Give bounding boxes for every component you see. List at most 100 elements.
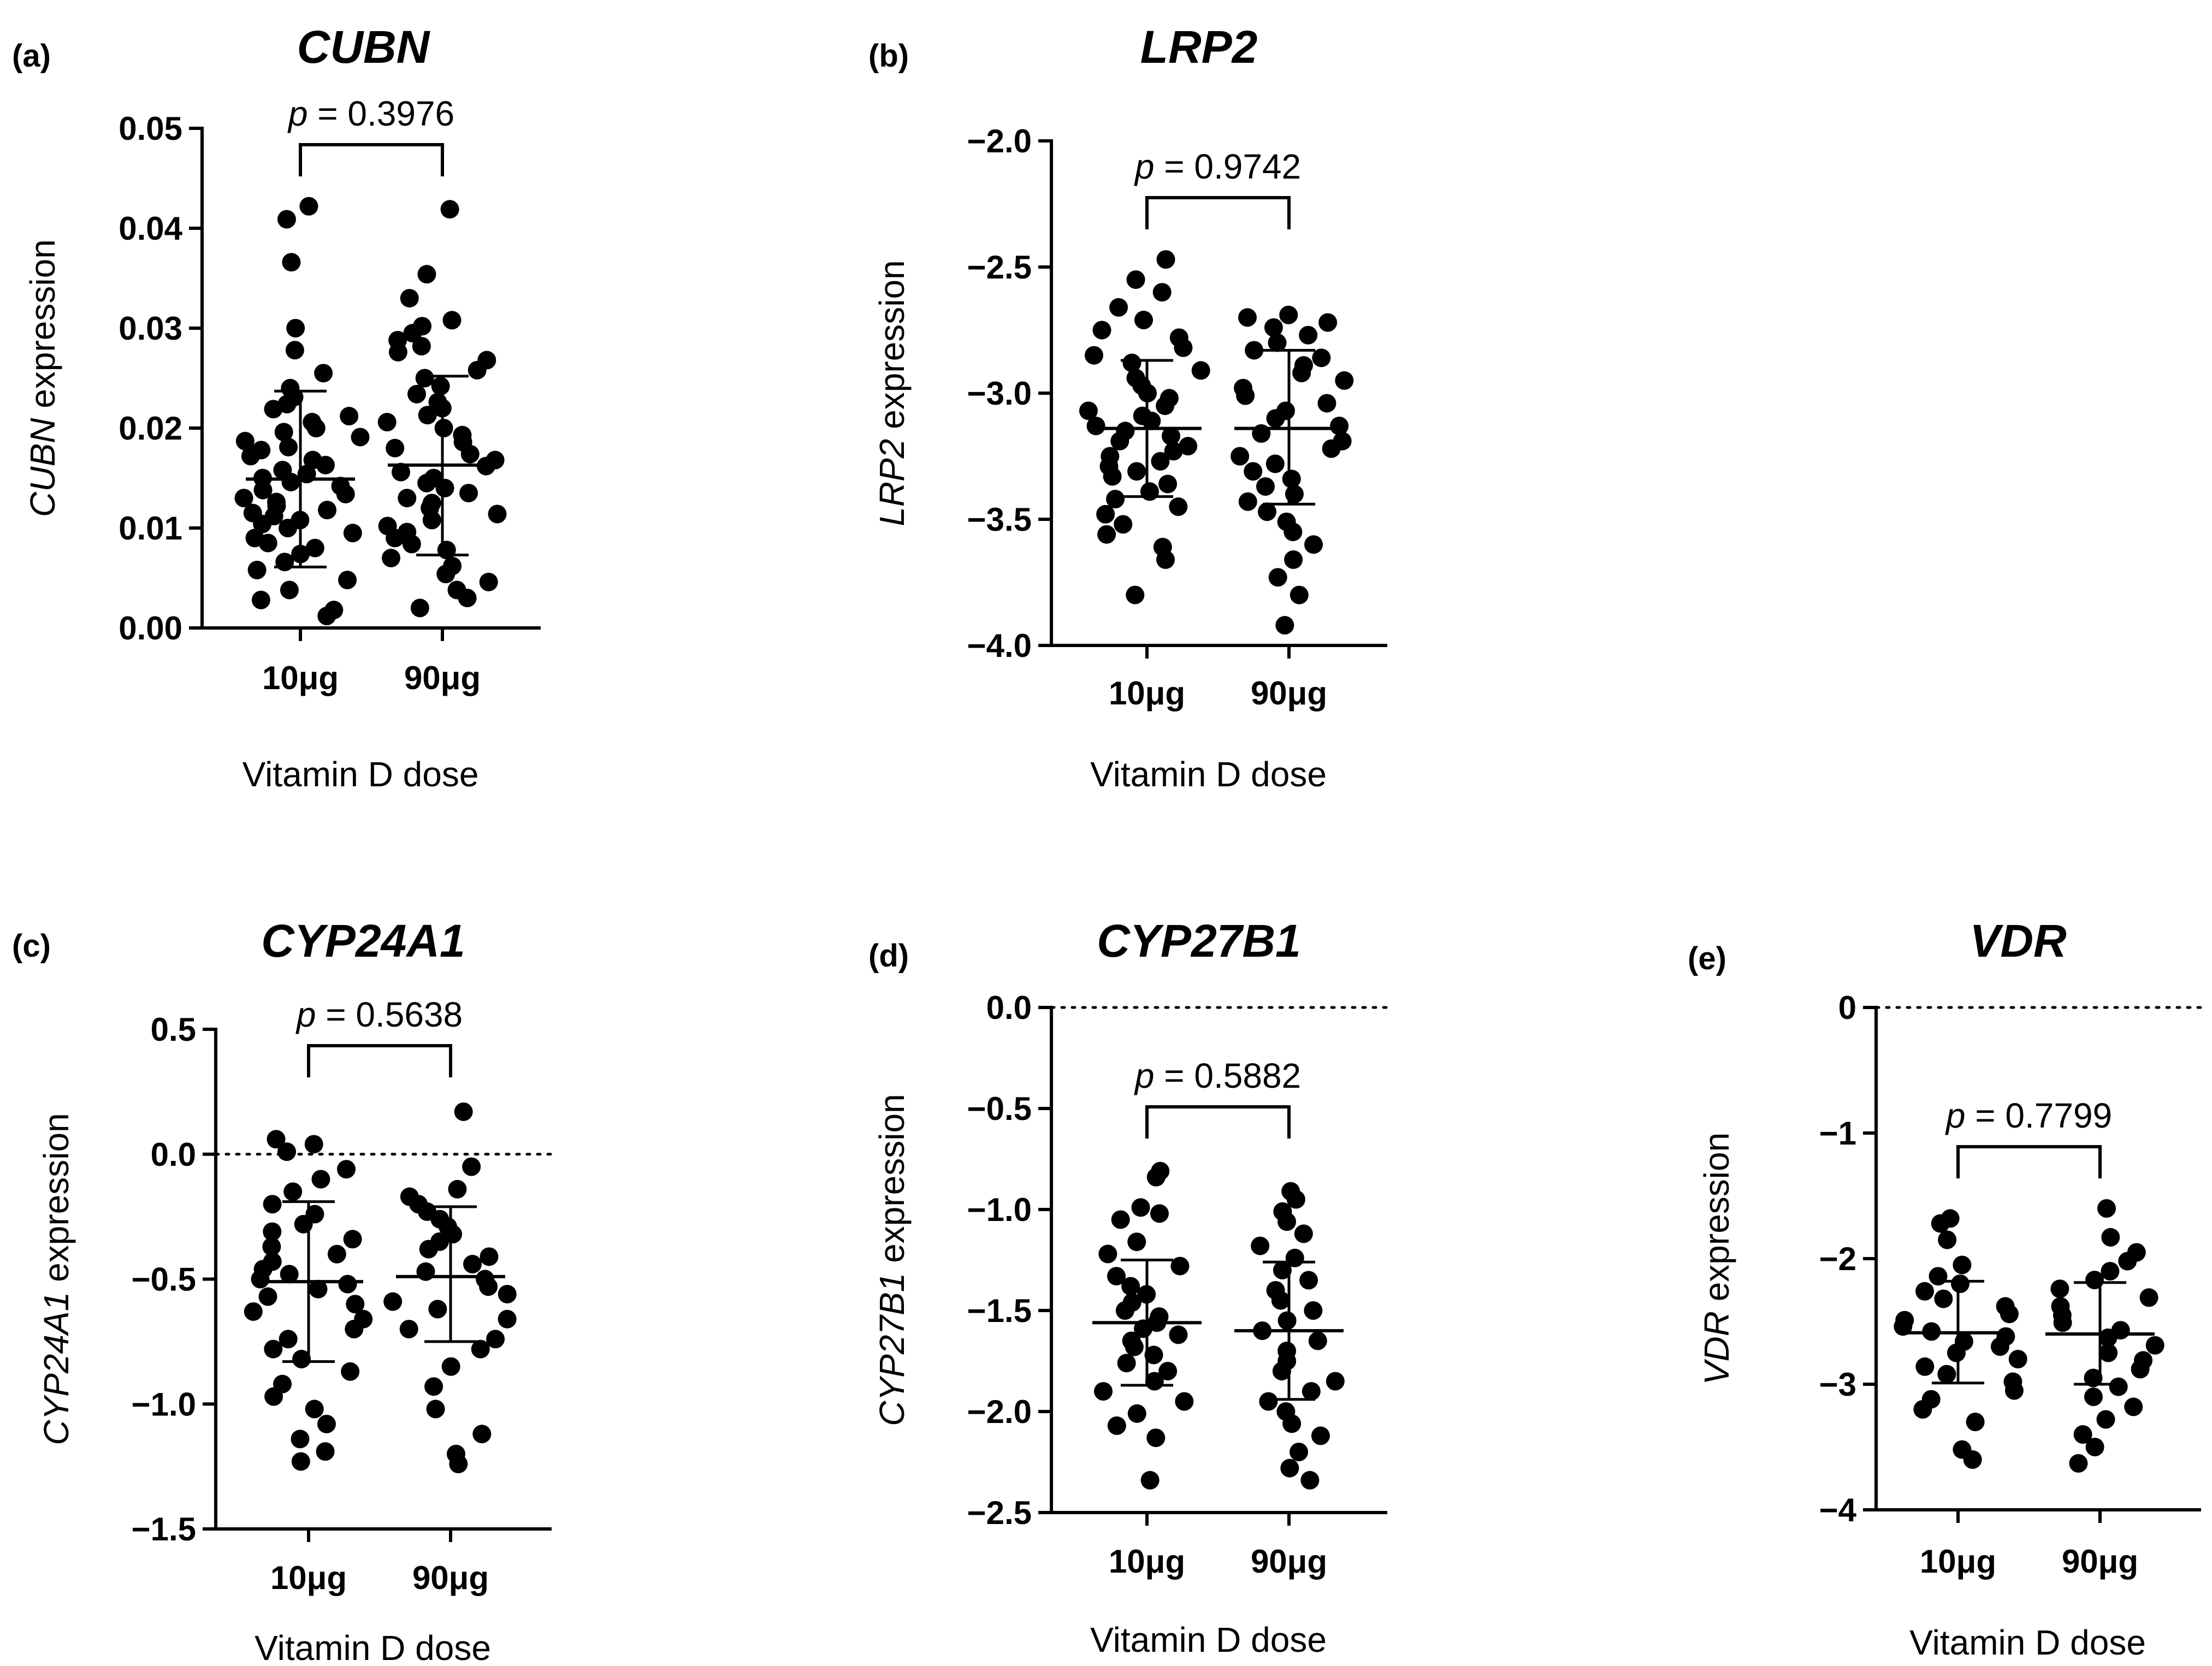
data-point <box>424 469 443 488</box>
data-point <box>1333 431 1352 450</box>
x-category-label: 10μg <box>270 1560 347 1596</box>
data-point <box>1299 325 1318 345</box>
data-point <box>279 1330 298 1349</box>
data-point <box>1330 417 1349 436</box>
data-point <box>1127 1232 1146 1252</box>
data-point <box>1308 1331 1327 1350</box>
data-point <box>462 1157 481 1176</box>
data-point <box>386 438 405 458</box>
data-point <box>1277 1342 1297 1360</box>
data-point <box>2084 1388 2103 1406</box>
x-axis-label: Vitamin D dose <box>1090 755 1327 794</box>
data-point <box>1275 616 1294 635</box>
data-point <box>285 341 304 360</box>
data-point <box>1299 1271 1318 1290</box>
data-point <box>443 556 462 576</box>
chart-title: LRP2 <box>1140 21 1258 73</box>
data-point <box>1126 585 1145 604</box>
data-point <box>2073 1425 2092 1444</box>
data-point <box>1317 394 1336 413</box>
data-point <box>263 1222 282 1241</box>
data-point <box>1266 1281 1285 1300</box>
data-point <box>1161 426 1180 446</box>
x-category-label: 90μg <box>1251 675 1327 712</box>
data-point <box>262 1237 281 1256</box>
data-point <box>341 1362 360 1381</box>
x-category-label: 90μg <box>2062 1543 2138 1580</box>
p-value-label: p = 0.3976 <box>287 94 454 133</box>
x-category-label: 10μg <box>262 660 339 696</box>
data-point <box>1335 371 1354 390</box>
y-tick-label: −1.5 <box>132 1511 196 1548</box>
data-point <box>247 560 267 579</box>
data-point <box>263 1252 282 1271</box>
data-point <box>267 1130 286 1149</box>
y-axis-label: CYP27B1 expression <box>872 1094 912 1426</box>
data-point <box>1133 406 1152 425</box>
data-point <box>1097 525 1116 544</box>
data-point <box>1257 502 1276 521</box>
data-point <box>252 441 271 460</box>
data-point <box>463 1255 482 1274</box>
data-point <box>407 384 427 404</box>
data-point <box>1191 361 1210 380</box>
data-point <box>2085 1438 2104 1456</box>
data-point <box>2139 1288 2158 1307</box>
data-point <box>410 598 429 618</box>
x-category-label: 90μg <box>404 660 481 696</box>
y-axis-label-gene: VDR <box>1697 1311 1736 1385</box>
data-series-low-dose <box>244 1130 373 1471</box>
data-point <box>453 425 472 444</box>
data-point <box>1158 475 1178 494</box>
data-point <box>1937 1365 1956 1384</box>
data-point <box>448 1179 467 1199</box>
data-point <box>286 319 305 337</box>
data-point <box>1311 1426 1330 1445</box>
chart-title: CYP27B1 <box>1097 915 1301 967</box>
data-point <box>234 489 253 508</box>
data-point <box>235 431 255 450</box>
data-point <box>1938 1230 1957 1249</box>
data-point <box>412 336 431 355</box>
data-point <box>1164 442 1183 461</box>
x-category-label: 90μg <box>412 1560 489 1596</box>
data-point <box>1279 305 1298 324</box>
data-point <box>337 1160 356 1179</box>
data-point <box>311 1170 330 1189</box>
data-point <box>1098 1244 1117 1264</box>
data-point <box>1268 333 1287 352</box>
p-value-label: p = 0.5638 <box>295 995 463 1034</box>
data-point <box>442 311 462 330</box>
data-point <box>1158 1362 1178 1380</box>
data-point <box>1106 490 1125 509</box>
data-series-low-dose <box>234 197 370 626</box>
data-point <box>245 529 264 548</box>
data-point <box>1929 1267 1948 1286</box>
data-point <box>1111 1210 1130 1229</box>
data-point <box>299 197 318 216</box>
data-point <box>1277 1311 1297 1330</box>
data-point <box>277 1142 297 1161</box>
y-tick-label: 0.00 <box>119 610 182 647</box>
data-point <box>1144 1345 1163 1365</box>
data-point <box>1116 422 1135 441</box>
data-point <box>324 601 344 620</box>
data-point <box>440 200 459 219</box>
p-equals: = <box>1154 1056 1194 1095</box>
data-point <box>2003 1372 2022 1391</box>
y-tick-label: −1.0 <box>132 1386 196 1422</box>
data-point <box>1238 492 1257 511</box>
data-point <box>398 489 417 508</box>
y-tick-label: −3.5 <box>967 501 1032 538</box>
y-axis-label: CYP24A1 expression <box>37 1113 76 1445</box>
data-point <box>383 1292 403 1311</box>
x-category-label: 90μg <box>1251 1543 1327 1580</box>
data-point <box>2101 1228 2120 1247</box>
data-point <box>1259 1392 1278 1411</box>
panel-letter: (b) <box>868 38 909 74</box>
data-point <box>2109 1377 2128 1396</box>
data-point <box>1950 1274 1969 1293</box>
data-point <box>354 1309 373 1329</box>
data-point <box>1134 311 1153 330</box>
y-axis-label-suffix: expression <box>23 239 62 418</box>
